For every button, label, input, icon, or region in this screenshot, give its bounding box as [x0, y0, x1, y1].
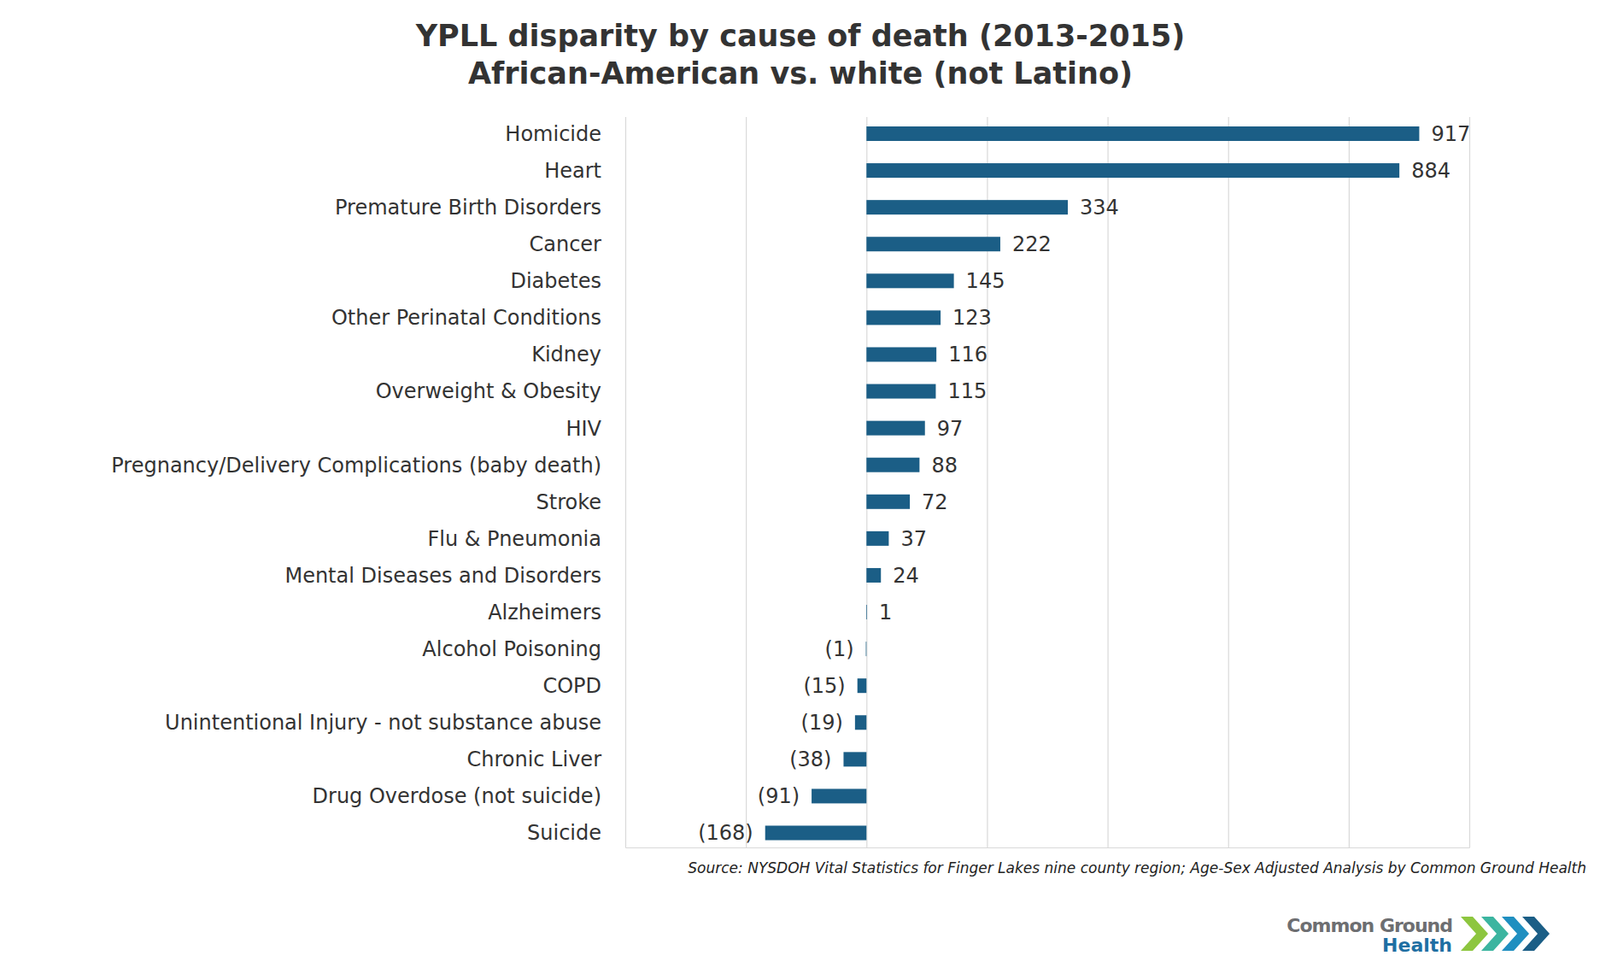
x-tick [866, 117, 868, 848]
bar [866, 494, 910, 510]
category-label: HIV [565, 416, 602, 441]
x-tick [1348, 117, 1350, 848]
category-labels: Homicide Heart Premature Birth Disorders Ca… [111, 122, 602, 846]
bar [811, 788, 867, 803]
category-label: Alzheimers [487, 600, 602, 625]
data-label: 116 [948, 342, 988, 367]
data-label: (19) [801, 710, 844, 735]
data-label: 97 [937, 416, 964, 441]
grid-line [866, 117, 868, 848]
bar [843, 751, 867, 767]
grid-line [1107, 117, 1108, 848]
subtitle: African-American vs. white (not Latino) [468, 56, 1133, 91]
data-label: 917 [1430, 122, 1471, 147]
category-label: Stroke [536, 490, 602, 515]
bar [866, 163, 1400, 178]
source-note: Source: NYSDOH Vital Statistics for Fing… [687, 859, 1587, 877]
data-label: 72 [921, 490, 949, 515]
title: YPLL disparity by cause of death (2013-2… [415, 18, 1185, 53]
category-label: Kidney [531, 342, 602, 367]
data-label: (91) [757, 784, 800, 809]
bar [866, 236, 1001, 252]
logo-chevron [1522, 916, 1550, 951]
bar [866, 273, 954, 288]
logo-mark [1460, 916, 1550, 951]
data-label: (38) [789, 747, 832, 772]
category-label: Premature Birth Disorders [334, 195, 602, 220]
bar [866, 531, 889, 546]
category-label: COPD [542, 673, 602, 698]
bars [765, 126, 1420, 841]
data-label: 37 [900, 527, 927, 551]
category-label: Flu & Pneumonia [427, 527, 602, 551]
bar [855, 715, 867, 730]
data-label: 222 [1012, 232, 1052, 257]
bar [866, 568, 881, 583]
data-label: 115 [947, 379, 987, 404]
x-tick [1228, 117, 1230, 848]
x-tick [986, 117, 988, 848]
category-label: Cancer [528, 232, 602, 257]
bar [857, 678, 868, 693]
category-label: Other Perinatal Conditions [331, 305, 602, 330]
data-label: 145 [966, 269, 1006, 294]
category-label: Diabetes [509, 269, 602, 294]
bar [866, 346, 937, 362]
grid-line [986, 117, 988, 848]
data-label: (168) [697, 820, 754, 845]
category-label: Unintentional Injury - not substance abu… [164, 710, 602, 735]
chart: YPLL disparity by cause of death (2013-2… [0, 0, 1600, 979]
bar [866, 126, 1419, 141]
category-label: Homicide [504, 122, 602, 147]
grid-line [1469, 117, 1471, 848]
data-label: 123 [952, 305, 992, 330]
bar [865, 641, 868, 657]
data-labels: 917 884 334 222145 123 116 115 97 88 72 37 241 (1) (1… [697, 122, 1471, 846]
x-axis-line [626, 117, 1471, 849]
grid-line [1228, 117, 1230, 848]
logo-text: Common Ground [1286, 914, 1453, 937]
grid-line [1348, 117, 1350, 848]
data-label: 88 [931, 453, 958, 478]
bar [866, 384, 936, 399]
category-label: Chronic Liver [466, 747, 602, 772]
bar [866, 199, 1068, 215]
logo-chevron [1460, 916, 1489, 951]
x-axis [626, 117, 1471, 849]
data-label: (1) [825, 637, 855, 662]
category-label: Overweight & Obesity [375, 379, 602, 404]
bar [866, 457, 920, 473]
grid-line [625, 117, 627, 848]
grid-line [745, 117, 747, 848]
x-tick [1107, 117, 1109, 848]
category-label: Suicide [527, 820, 602, 845]
x-tick [745, 117, 747, 848]
logo-chevron [1501, 916, 1530, 951]
x-tick [1469, 117, 1471, 848]
category-label: Heart [544, 158, 602, 183]
data-label: 1 [879, 600, 892, 625]
category-label: Alcohol Poisoning [421, 637, 602, 662]
x-tick [625, 117, 627, 848]
category-label: Pregnancy/Delivery Complications (baby d… [111, 453, 602, 478]
bar [866, 421, 925, 436]
bar [866, 604, 868, 620]
data-label: 24 [892, 563, 920, 588]
logo-chevron [1481, 916, 1509, 951]
category-label: Drug Overdose (not suicide) [312, 784, 602, 809]
data-label: (15) [802, 673, 845, 698]
data-label: 334 [1079, 195, 1120, 220]
category-label: Mental Diseases and Disorders [284, 563, 602, 588]
bar [765, 826, 868, 841]
bar [866, 310, 941, 325]
logo-text: Health [1382, 934, 1453, 956]
data-label: 884 [1411, 158, 1451, 183]
